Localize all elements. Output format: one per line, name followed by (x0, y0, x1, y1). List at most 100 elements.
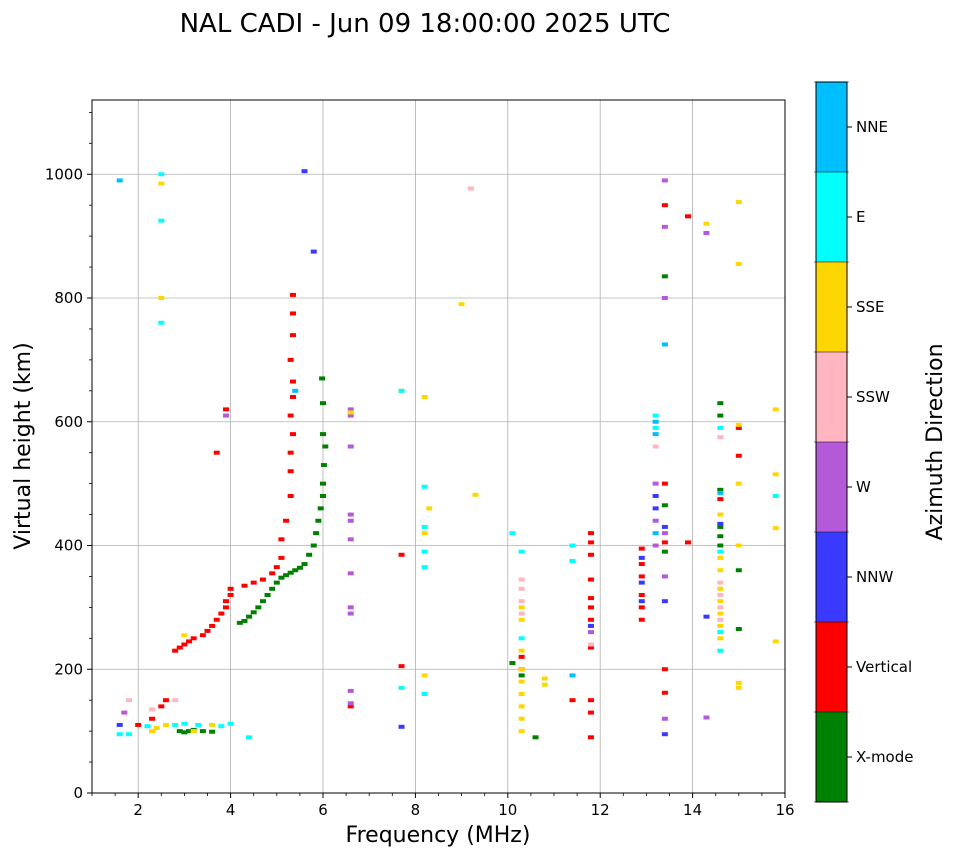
point-x-mode-45 (735, 568, 742, 573)
point-ssw-7 (518, 577, 525, 582)
colorbar-label-vertical: Vertical (856, 658, 912, 676)
point-vertical-44 (569, 698, 576, 703)
point-e-0 (116, 732, 123, 737)
point-sse-22 (518, 648, 525, 653)
point-e-23 (569, 543, 576, 548)
point-vertical-51 (587, 596, 594, 601)
point-sse-16 (518, 729, 525, 734)
point-nnw-8 (661, 599, 668, 604)
point-sse-38 (735, 543, 742, 548)
point-vertical-30 (287, 413, 294, 418)
point-w-21 (652, 481, 659, 486)
colorbar-label-sse: SSE (856, 298, 885, 316)
point-vertical-21 (269, 571, 276, 576)
point-sse-34 (717, 555, 724, 560)
y-axis-ticks: 0 200 400 600 800 1000 (45, 111, 92, 802)
point-x-mode-9 (250, 610, 257, 615)
point-x-mode-33 (509, 661, 516, 666)
point-sse-17 (518, 716, 525, 721)
point-vertical-8 (190, 636, 197, 641)
point-x-mode-39 (717, 413, 724, 418)
point-vertical-52 (587, 577, 594, 582)
point-sse-4 (158, 181, 165, 186)
point-vertical-18 (241, 583, 248, 588)
point-x-mode-8 (246, 614, 253, 619)
point-vertical-35 (289, 311, 296, 316)
point-vertical-25 (283, 518, 290, 523)
colorbar: X-mode Vertical NNW W SSW SSE E NNE (814, 81, 913, 803)
point-vertical-46 (587, 710, 594, 715)
point-x-mode-15 (278, 575, 285, 580)
chart-title: NAL CADI - Jun 09 18:00:00 2025 UTC (180, 9, 671, 39)
point-e-3 (158, 320, 165, 325)
point-w-4 (347, 611, 354, 616)
point-x-mode-13 (269, 586, 276, 591)
point-ssw-10 (717, 593, 724, 597)
point-sse-46 (772, 407, 779, 412)
point-w-11 (347, 413, 354, 418)
point-sse-41 (735, 261, 742, 266)
point-w-17 (661, 224, 668, 229)
point-w-23 (652, 543, 659, 548)
point-sse-40 (735, 422, 742, 427)
point-nne-7 (569, 673, 576, 678)
point-vertical-33 (287, 357, 294, 362)
colorbar-swatch-e (816, 172, 847, 262)
colorbar-label-e: E (856, 208, 865, 226)
point-e-22 (569, 558, 576, 563)
point-sse-25 (541, 682, 548, 687)
point-sse-24 (518, 605, 525, 610)
point-x-mode-5 (209, 729, 216, 734)
point-sse-29 (717, 623, 724, 628)
point-vertical-41 (398, 552, 405, 557)
point-nnw-6 (638, 555, 645, 560)
point-x-mode-7 (241, 618, 248, 623)
point-e-21 (518, 636, 525, 641)
point-ssw-9 (717, 580, 724, 585)
point-vertical-58 (638, 593, 645, 597)
colorbar-swatch-ssw (816, 352, 847, 442)
colorbar-label-ssw: SSW (856, 388, 890, 406)
point-vertical-3 (162, 698, 169, 703)
point-vertical-32 (289, 379, 296, 384)
point-nnw-1 (301, 169, 308, 174)
point-w-9 (347, 512, 354, 517)
point-x-mode-29 (322, 444, 329, 449)
point-vertical-59 (638, 574, 645, 579)
point-x-mode-14 (273, 580, 280, 585)
point-vertical-28 (287, 450, 294, 455)
point-e-29 (652, 413, 659, 418)
point-vertical-0 (135, 722, 142, 727)
point-w-22 (652, 518, 659, 523)
point-nne-4 (652, 432, 659, 437)
point-nnw-0 (116, 722, 123, 727)
point-sse-43 (772, 639, 779, 644)
point-sse-32 (717, 586, 724, 591)
y-tick-label-4: 800 (54, 289, 83, 307)
point-nne-2 (661, 342, 668, 347)
point-ssw-4 (518, 611, 525, 616)
point-sse-8 (347, 410, 354, 415)
x-axis-label: Frequency (MHz) (346, 823, 531, 848)
x-tick-label-5: 12 (591, 801, 610, 819)
grid-lines (92, 100, 786, 794)
y-tick-label-1: 200 (54, 660, 83, 678)
point-e-9 (218, 724, 225, 729)
point-x-mode-46 (735, 627, 742, 632)
point-sse-14 (458, 302, 465, 307)
point-vertical-49 (587, 617, 594, 622)
point-sse-37 (735, 680, 742, 685)
point-nne-0 (116, 178, 123, 183)
x-tick-label-6: 14 (683, 801, 702, 819)
point-ssw-12 (717, 617, 724, 622)
x-tick-label-3: 8 (411, 801, 421, 819)
point-vertical-19 (250, 580, 257, 585)
point-sse-15 (472, 492, 479, 497)
point-sse-19 (518, 692, 525, 696)
point-vertical-40 (398, 664, 405, 669)
point-e-5 (158, 172, 165, 177)
point-ssw-0 (125, 698, 132, 703)
point-w-10 (347, 444, 354, 449)
point-e-26 (717, 549, 724, 554)
colorbar-frame (815, 81, 848, 803)
